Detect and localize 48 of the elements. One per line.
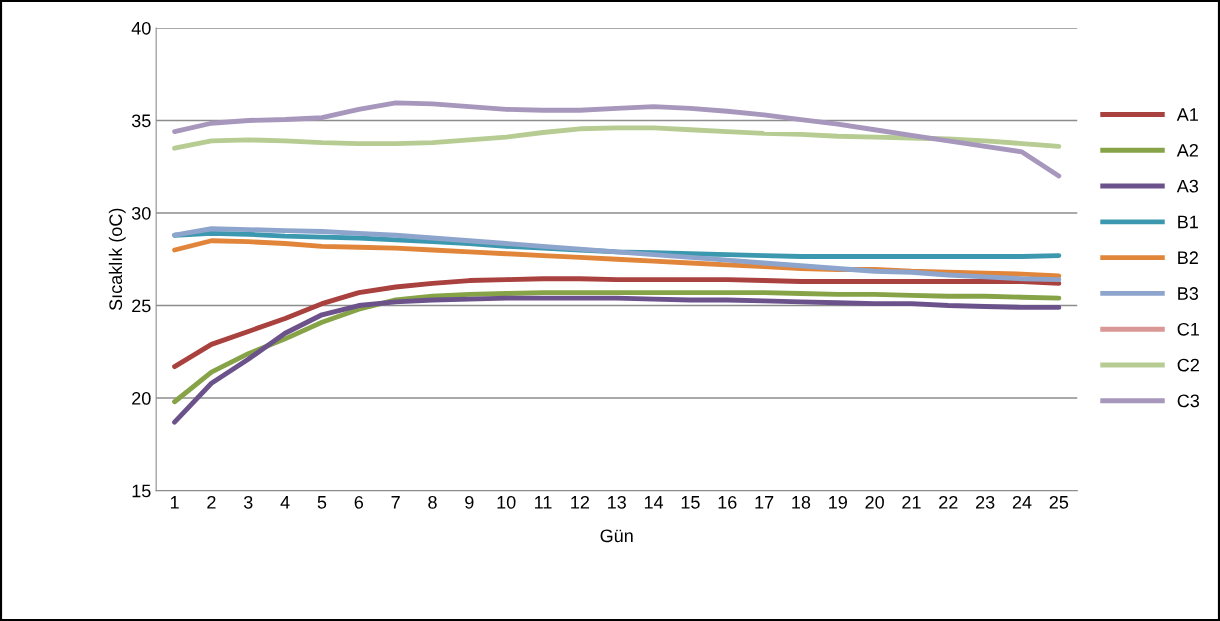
legend-label: A2: [1176, 143, 1198, 157]
legend-label: B3: [1178, 287, 1199, 300]
y-tick-label: 20: [132, 392, 151, 405]
legend-label: A1: [1176, 108, 1198, 121]
x-tick-label: 16: [718, 495, 737, 509]
x-axis-title: Gün: [600, 529, 633, 543]
legend-label: B2: [1178, 251, 1198, 264]
x-tick-label: 6: [354, 495, 364, 509]
line-series: [172, 290, 1062, 405]
y-tick-label: 35: [131, 114, 151, 128]
x-tick-label: 14: [644, 496, 664, 509]
line-series: [172, 226, 1062, 283]
x-tick-label: 4: [280, 496, 290, 509]
y-axis-title: Sıcaklık (oC): [108, 208, 126, 311]
x-tick-label: 21: [902, 495, 921, 509]
y-tick-label: 40: [131, 21, 151, 35]
x-tick-label: 22: [939, 495, 958, 509]
x-tick-label: 2: [207, 495, 216, 509]
x-tick-label: 19: [829, 495, 847, 509]
x-tick-label: 25: [1049, 495, 1069, 509]
line-series: [172, 276, 1062, 370]
y-tick-label: 15: [132, 484, 151, 498]
x-tick-label: 18: [792, 495, 811, 509]
legend-label: C3: [1177, 394, 1200, 408]
x-tick-label: 10: [497, 495, 516, 509]
x-tick-label: 5: [317, 496, 327, 509]
y-tick-label: 25: [132, 299, 151, 313]
x-tick-label: 23: [976, 495, 995, 509]
x-tick-label: 24: [1012, 495, 1032, 509]
x-tick-label: 17: [755, 496, 774, 509]
x-tick-label: 8: [428, 495, 437, 509]
legend-label: A3: [1176, 179, 1199, 193]
x-tick-label: 3: [243, 495, 253, 509]
legend-label: C2: [1177, 358, 1199, 372]
x-tick-label: 13: [608, 495, 626, 509]
line-series: [172, 125, 1062, 151]
line-series: [172, 295, 1062, 425]
x-tick-label: 7: [391, 496, 400, 509]
legend-label: B1: [1178, 215, 1198, 229]
x-tick-label: 15: [681, 496, 700, 509]
x-tick-label: 20: [865, 495, 884, 509]
legend-label: C1: [1177, 322, 1199, 336]
y-tick-label: 30: [131, 206, 151, 220]
x-tick-label: 11: [535, 496, 552, 509]
x-tick-label: 9: [465, 495, 474, 509]
x-tick-label: 1: [170, 496, 179, 509]
x-tick-label: 12: [571, 495, 589, 509]
line-series: [172, 100, 1062, 179]
